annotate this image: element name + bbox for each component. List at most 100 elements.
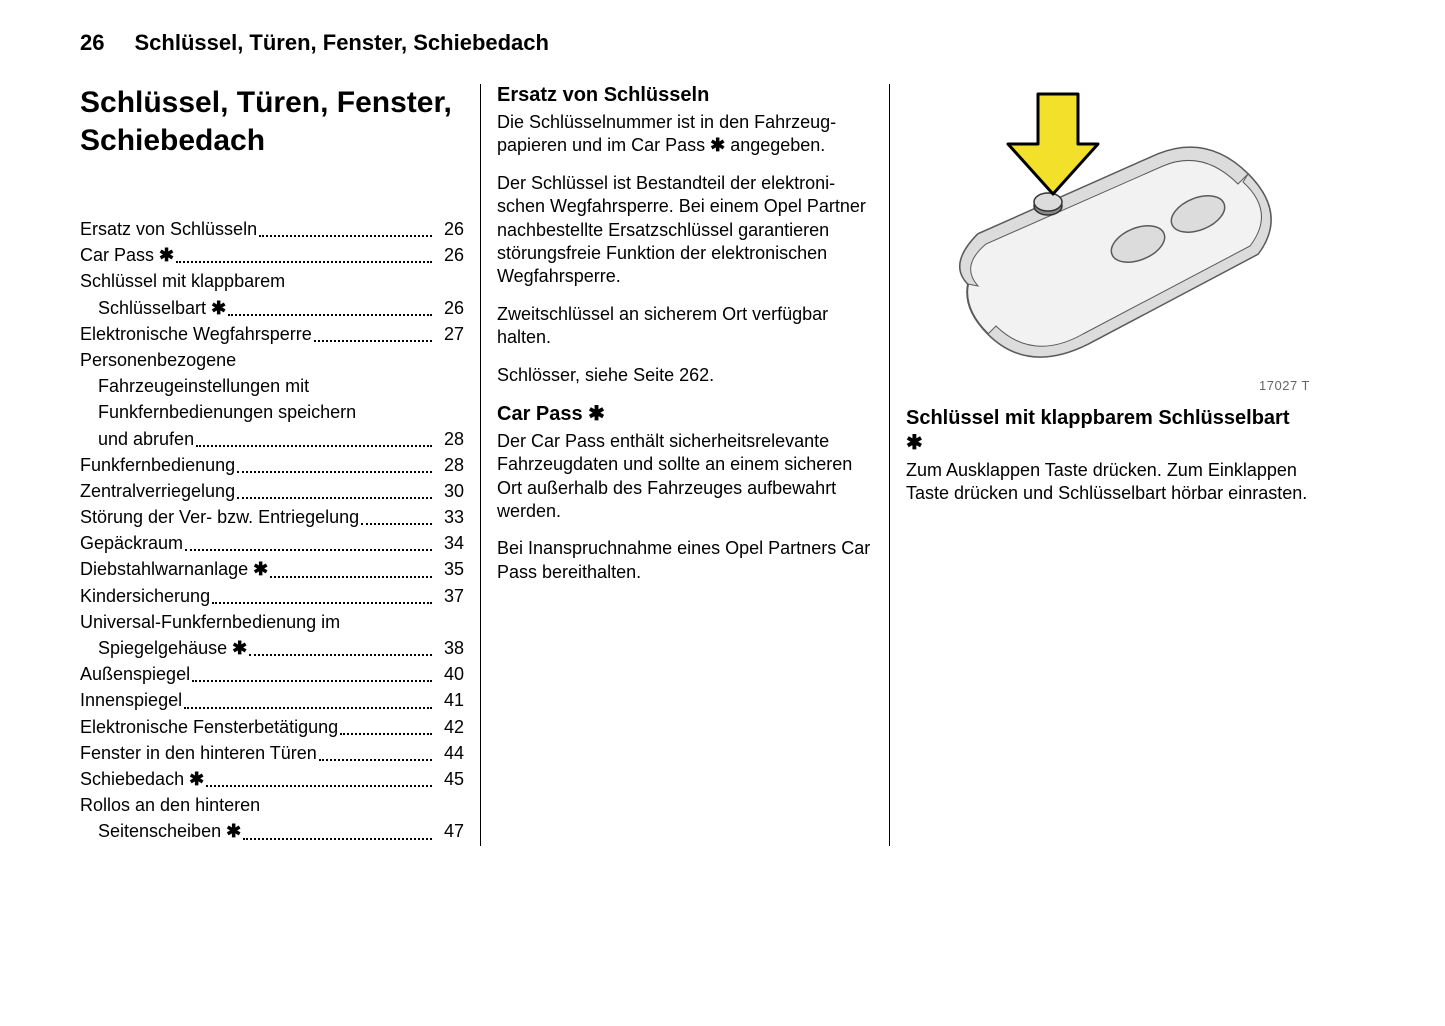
- toc-row: Diebstahlwarnanlage ✱ 35: [80, 557, 464, 582]
- section-heading-ersatz: Ersatz von Schlüsseln: [497, 84, 873, 107]
- toc-row: Universal-Funkfernbedienung im: [80, 610, 464, 635]
- toc-leader-dots: [259, 235, 432, 237]
- toc-row: Seitenscheiben ✱ 47: [80, 819, 464, 844]
- toc-row: Schiebedach ✱ 45: [80, 767, 464, 792]
- star-icon: ✱: [253, 559, 268, 579]
- toc-leader-dots: [237, 471, 432, 473]
- toc-row: Zentralverriegelung 30: [80, 479, 464, 504]
- star-icon: ✱: [906, 432, 923, 454]
- toc-leader-dots: [192, 680, 432, 682]
- toc-leader-dots: [185, 549, 432, 551]
- toc-label: und abrufen: [80, 427, 194, 452]
- toc-row: Störung der Ver- bzw. Entriegelung 33: [80, 505, 464, 530]
- toc-label: Kindersicherung: [80, 584, 210, 609]
- toc-label: Diebstahlwarnanlage ✱: [80, 557, 268, 582]
- toc-row: Innenspiegel 41: [80, 688, 464, 713]
- table-of-contents: Ersatz von Schlüsseln26Car Pass ✱26Schlü…: [80, 217, 464, 845]
- toc-label: Fahrzeugeinstellungen mit: [80, 374, 309, 399]
- page-number: 26: [80, 30, 104, 56]
- toc-label: Rollos an den hinteren: [80, 793, 260, 818]
- toc-page-number: 35: [436, 557, 464, 582]
- toc-label: Seitenscheiben ✱: [80, 819, 241, 844]
- toc-label: Funkfernbedienung: [80, 453, 235, 478]
- toc-label: Elektronische Wegfahrsperre: [80, 322, 312, 347]
- paragraph: Der Schlüssel ist Bestandteil der elektr…: [497, 172, 873, 289]
- toc-row: Elektronische Fensterbetätigung42: [80, 715, 464, 740]
- star-icon: ✱: [232, 638, 247, 658]
- toc-page-number: 40: [436, 662, 464, 687]
- toc-page-number: 45: [436, 767, 464, 792]
- toc-label: Innenspiegel: [80, 688, 182, 713]
- toc-page-number: 42: [436, 715, 464, 740]
- illustration-code: 17027 T: [906, 378, 1310, 393]
- running-title: Schlüssel, Türen, Fenster, Schiebedach: [134, 30, 548, 56]
- paragraph: Die Schlüsselnummer ist in den Fahrzeug­…: [497, 111, 873, 158]
- key-body: [960, 147, 1271, 357]
- paragraph: Bei Inanspruchnahme eines Opel Partners …: [497, 537, 873, 584]
- star-icon: ✱: [159, 245, 174, 265]
- toc-page-number: 47: [436, 819, 464, 844]
- toc-leader-dots: [184, 707, 432, 709]
- toc-page-number: 28: [436, 427, 464, 452]
- paragraph: Zweitschlüssel an sicherem Ort verfügbar…: [497, 303, 873, 350]
- toc-page-number: 26: [436, 243, 464, 268]
- toc-leader-dots: [340, 733, 432, 735]
- toc-label: Störung der Ver- bzw. Entriegelung: [80, 505, 359, 530]
- toc-page-number: 38: [436, 636, 464, 661]
- toc-row: Car Pass ✱ 26: [80, 243, 464, 268]
- toc-label: Zentralverriegelung: [80, 479, 235, 504]
- toc-label: Außenspiegel: [80, 662, 190, 687]
- section-heading-klappbar: Schlüssel mit klappbarem Schlüsselbart ✱: [906, 407, 1310, 455]
- toc-label: Gepäckraum: [80, 531, 183, 556]
- toc-page-number: 26: [436, 296, 464, 321]
- star-icon: ✱: [226, 821, 241, 841]
- paragraph: Zum Ausklappen Taste drücken. Zum Ein­kl…: [906, 459, 1310, 506]
- toc-label: Car Pass ✱: [80, 243, 174, 268]
- toc-label: Fenster in den hinteren Türen: [80, 741, 317, 766]
- star-icon: ✱: [588, 403, 605, 425]
- toc-label: Schiebedach ✱: [80, 767, 204, 792]
- toc-row: Ersatz von Schlüsseln 26: [80, 217, 464, 242]
- toc-label: Funkfernbedienungen speichern: [80, 400, 356, 425]
- toc-leader-dots: [237, 497, 432, 499]
- toc-row: Spiegelgehäuse ✱ 38: [80, 636, 464, 661]
- key-svg: [906, 84, 1310, 374]
- content-columns: Schlüssel, Türen, Fenster, Schiebedach E…: [80, 84, 1375, 846]
- toc-label: Spiegelgehäuse ✱: [80, 636, 247, 661]
- toc-leader-dots: [212, 602, 432, 604]
- toc-leader-dots: [314, 340, 432, 342]
- column-body-2: 17027 T Schlüssel mit klappbarem Schlüss…: [890, 84, 1310, 846]
- column-body-1: Ersatz von Schlüsseln Die Schlüsselnumme…: [480, 84, 890, 846]
- toc-label: Ersatz von Schlüsseln: [80, 217, 257, 242]
- toc-page-number: 41: [436, 688, 464, 713]
- toc-page-number: 33: [436, 505, 464, 530]
- toc-leader-dots: [176, 261, 432, 263]
- star-icon: ✱: [189, 769, 204, 789]
- toc-leader-dots: [228, 314, 432, 316]
- toc-page-number: 27: [436, 322, 464, 347]
- toc-leader-dots: [249, 654, 432, 656]
- toc-row: Fenster in den hinteren Türen44: [80, 741, 464, 766]
- toc-page-number: 30: [436, 479, 464, 504]
- page-header: 26 Schlüssel, Türen, Fenster, Schiebedac…: [80, 30, 1375, 56]
- toc-leader-dots: [206, 785, 432, 787]
- toc-page-number: 26: [436, 217, 464, 242]
- toc-page-number: 34: [436, 531, 464, 556]
- toc-label: Universal-Funkfernbedienung im: [80, 610, 340, 635]
- toc-row: Gepäckraum 34: [80, 531, 464, 556]
- toc-page-number: 37: [436, 584, 464, 609]
- toc-row: Funkfernbedienungen speichern: [80, 400, 464, 425]
- toc-leader-dots: [270, 576, 432, 578]
- section-heading-carpass: Car Pass ✱: [497, 401, 873, 426]
- paragraph: Der Car Pass enthält sicherheitsrelevant…: [497, 430, 873, 524]
- text: angegeben.: [725, 135, 825, 155]
- toc-row: Außenspiegel 40: [80, 662, 464, 687]
- toc-page-number: 28: [436, 453, 464, 478]
- toc-row: Funkfernbedienung 28: [80, 453, 464, 478]
- paragraph: Schlösser, siehe Seite 262.: [497, 364, 873, 387]
- toc-row: Fahrzeugeinstellungen mit: [80, 374, 464, 399]
- toc-row: Kindersicherung 37: [80, 584, 464, 609]
- illustration-wrap: 17027 T: [906, 84, 1310, 393]
- column-toc: Schlüssel, Türen, Fenster, Schiebedach E…: [80, 84, 480, 846]
- star-icon: ✱: [710, 135, 725, 155]
